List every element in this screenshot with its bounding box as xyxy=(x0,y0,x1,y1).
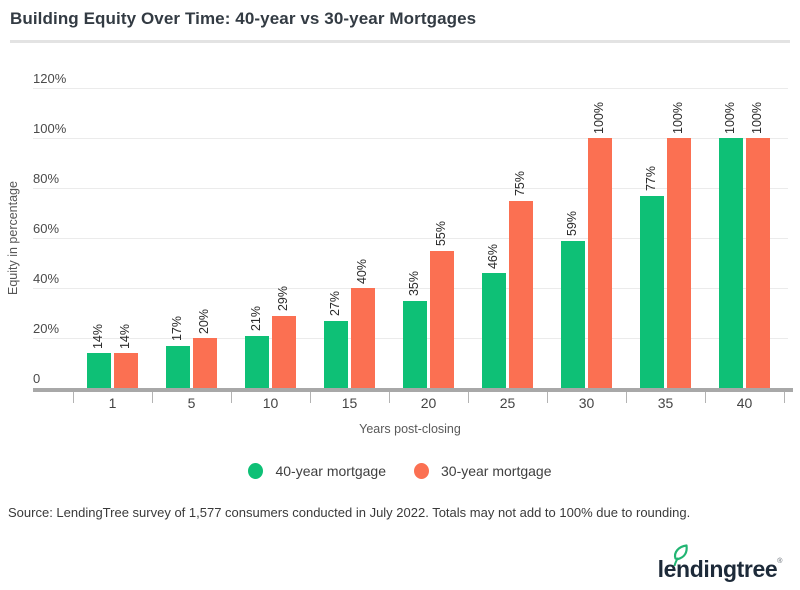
x-axis-tick xyxy=(784,392,785,403)
bar-value-label: 55% xyxy=(434,221,448,247)
source-note: Source: LendingTree survey of 1,577 cons… xyxy=(8,505,691,520)
leaf-icon xyxy=(673,544,688,566)
logo-text: lendingtree® xyxy=(657,556,783,582)
x-axis-tick xyxy=(152,392,153,403)
x-axis-tick xyxy=(547,392,548,403)
legend-label-40-year: 40-year mortgage xyxy=(275,463,386,479)
legend-item-30-year: 30-year mortgage xyxy=(414,463,552,479)
bar-value-label: 29% xyxy=(276,286,290,312)
y-tick-label: 20% xyxy=(33,321,60,336)
bar-30-year-year-5 xyxy=(193,338,217,388)
x-category-label: 10 xyxy=(262,395,279,411)
bar-value-label: 75% xyxy=(513,171,527,197)
bar-value-label: 100% xyxy=(592,102,606,134)
bar-value-label: 100% xyxy=(723,102,737,134)
legend-label-30-year: 30-year mortgage xyxy=(441,463,552,479)
gridline xyxy=(33,138,788,139)
bar-40-year-year-10 xyxy=(245,335,269,388)
bar-30-year-year-35 xyxy=(667,138,691,388)
x-axis-tick xyxy=(626,392,627,403)
x-category-label: 35 xyxy=(657,395,674,411)
legend-item-40-year: 40-year mortgage xyxy=(248,463,386,479)
y-tick-label: 120% xyxy=(33,71,67,86)
bar-value-label: 14% xyxy=(91,323,105,349)
x-axis-title: Years post-closing xyxy=(359,422,461,436)
lendingtree-logo: lendingtree® xyxy=(638,544,788,586)
bar-30-year-year-20 xyxy=(430,250,454,388)
legend: 40-year mortgage 30-year mortgage xyxy=(0,463,800,479)
bar-40-year-year-15 xyxy=(324,320,348,388)
bar-value-label: 77% xyxy=(644,166,658,192)
bar-40-year-year-25 xyxy=(482,273,506,388)
bar-40-year-year-5 xyxy=(166,345,190,388)
x-category-label: 1 xyxy=(108,395,117,411)
bar-value-label: 59% xyxy=(565,211,579,237)
x-axis-line xyxy=(33,388,793,392)
legend-marker-40-year-icon xyxy=(248,463,264,479)
bar-40-year-year-20 xyxy=(403,300,427,388)
bar-30-year-year-30 xyxy=(588,138,612,388)
x-axis-tick xyxy=(468,392,469,403)
bar-30-year-year-15 xyxy=(351,288,375,388)
bar-value-label: 40% xyxy=(355,258,369,284)
y-tick-label: 80% xyxy=(33,171,60,186)
bar-value-label: 27% xyxy=(328,291,342,317)
bar-value-label: 17% xyxy=(170,316,184,342)
title-divider xyxy=(10,40,790,43)
x-category-label: 40 xyxy=(736,395,753,411)
y-tick-label: 100% xyxy=(33,121,67,136)
bar-chart: Equity in percentage 0 20% 40% 60% 80% 100% 12… xyxy=(0,60,800,445)
x-axis-tick xyxy=(231,392,232,403)
bar-value-label: 21% xyxy=(249,306,263,332)
bar-40-year-year-30 xyxy=(561,240,585,388)
x-category-label: 5 xyxy=(187,395,196,411)
registered-mark: ® xyxy=(777,558,782,565)
bar-value-label: 100% xyxy=(750,102,764,134)
bar-30-year-year-10 xyxy=(272,315,296,388)
gridline xyxy=(33,238,788,239)
gridline xyxy=(33,88,788,89)
bar-value-label: 100% xyxy=(671,102,685,134)
bar-30-year-year-1 xyxy=(114,353,138,388)
y-tick-label: 60% xyxy=(33,221,60,236)
y-tick-label: 0 xyxy=(33,371,41,386)
bar-40-year-year-35 xyxy=(640,195,664,388)
bar-value-label: 14% xyxy=(118,323,132,349)
legend-marker-30-year-icon xyxy=(414,463,429,479)
chart-title: Building Equity Over Time: 40-year vs 30… xyxy=(10,9,477,28)
bar-40-year-year-1 xyxy=(87,353,111,388)
bar-value-label: 20% xyxy=(197,308,211,334)
bar-value-label: 46% xyxy=(486,243,500,269)
x-axis-tick xyxy=(73,392,74,403)
x-category-label: 25 xyxy=(499,395,516,411)
gridline xyxy=(33,188,788,189)
bar-30-year-year-25 xyxy=(509,200,533,388)
y-axis-title: Equity in percentage xyxy=(6,181,20,295)
bar-value-label: 35% xyxy=(407,271,421,297)
gridline xyxy=(33,288,788,289)
x-axis-tick xyxy=(310,392,311,403)
x-category-label: 30 xyxy=(578,395,595,411)
x-axis-tick xyxy=(389,392,390,403)
x-axis-tick xyxy=(705,392,706,403)
y-tick-label: 40% xyxy=(33,271,60,286)
bar-40-year-year-40 xyxy=(719,138,743,388)
x-category-label: 20 xyxy=(420,395,437,411)
x-category-label: 15 xyxy=(341,395,358,411)
bar-30-year-year-40 xyxy=(746,138,770,388)
